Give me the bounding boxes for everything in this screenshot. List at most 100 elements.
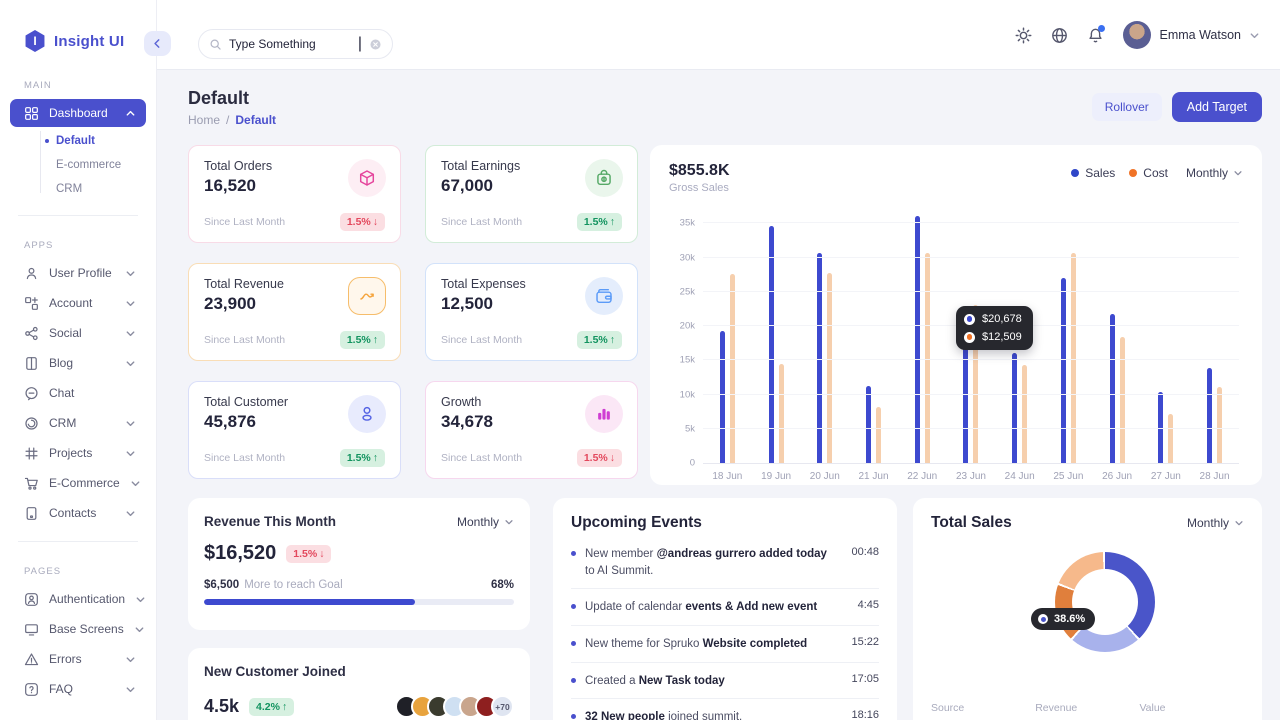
new-customer-value: 4.5k <box>204 696 240 716</box>
bar-group-24-jun <box>1012 214 1028 463</box>
upcoming-events-title: Upcoming Events <box>571 514 702 531</box>
cost-bar[interactable] <box>1217 387 1223 463</box>
event-text: New member @andreas gurrero added today … <box>585 548 827 577</box>
event-time: 17:05 <box>851 672 879 685</box>
chart-period-select[interactable]: Monthly <box>1186 166 1243 180</box>
revenue-period-value: Monthly <box>456 514 499 529</box>
sales-bar[interactable] <box>719 331 725 463</box>
customer-avatars: +70 <box>395 695 514 718</box>
sidebar-item-authentication[interactable]: Authentication <box>10 585 146 613</box>
x-axis-label: 24 Jun <box>1004 471 1035 482</box>
total-sales-columns: Source Revenue Value <box>931 702 1244 714</box>
sidebar-item-account[interactable]: Account <box>10 289 146 317</box>
cost-bar[interactable] <box>1168 414 1174 463</box>
gridline <box>703 222 1239 224</box>
sales-bar[interactable] <box>768 226 774 463</box>
stat-title: Total Orders <box>204 159 273 173</box>
sales-bar[interactable] <box>1158 392 1164 463</box>
legend-cost[interactable]: Cost <box>1129 166 1168 180</box>
column-source: Source <box>931 702 965 714</box>
stat-value: 67,000 <box>441 176 493 195</box>
sidebar-section-label: PAGES <box>24 566 62 577</box>
chevron-down-icon <box>125 328 136 339</box>
stat-title: Total Revenue <box>204 277 284 291</box>
event-item: New member @andreas gurrero added today … <box>571 536 879 590</box>
sidebar-item-user-profile[interactable]: User Profile <box>10 259 146 287</box>
chart-header: $855.8K Gross Sales Sales Cost Monthly <box>669 162 1243 194</box>
sidebar-item-label: Dashboard <box>49 106 108 120</box>
cost-bar[interactable] <box>778 364 784 463</box>
sidebar-item-projects[interactable]: Projects <box>10 439 146 467</box>
sales-bar[interactable] <box>1012 353 1018 463</box>
sidebar-item-contacts[interactable]: Contacts <box>10 499 146 527</box>
cost-bar[interactable] <box>1119 337 1125 463</box>
stat-card-total-expenses: Total Expenses 12,500 Since Last Month 1.5%… <box>425 263 638 361</box>
sidebar-submenu: Default E-commerce CRM <box>0 129 156 201</box>
cost-bar[interactable] <box>1070 253 1076 463</box>
theme-toggle-button[interactable] <box>1015 27 1032 44</box>
search-value: Type Something <box>229 37 316 51</box>
sales-bar[interactable] <box>1060 278 1066 463</box>
sidebar-item-label: User Profile <box>49 266 112 280</box>
breadcrumb-separator: / <box>226 113 230 127</box>
event-item: Created a New Task today 17:05 <box>571 663 879 700</box>
stat-footer: Since Last Month 1.5% ↑ <box>204 449 385 467</box>
sidebar-item-errors[interactable]: Errors <box>10 645 146 673</box>
sidebar-item-blog[interactable]: Blog <box>10 349 146 377</box>
notifications-button[interactable] <box>1087 24 1106 44</box>
cost-bar[interactable] <box>924 253 930 463</box>
event-text: 32 New people joined summit. <box>585 711 743 720</box>
sidebar-subitem-crm[interactable]: CRM <box>0 177 156 201</box>
gridline <box>703 256 1239 258</box>
revenue-period-select[interactable]: Monthly <box>457 515 514 529</box>
sidebar-item-chat[interactable]: Chat <box>10 379 146 407</box>
sales-bar[interactable] <box>817 253 823 463</box>
search-input[interactable]: Type Something | <box>198 29 393 59</box>
rollover-button[interactable]: Rollover <box>1091 93 1162 121</box>
total-sales-period-select[interactable]: Monthly <box>1187 516 1244 530</box>
sidebar-item-e-commerce[interactable]: E-Commerce <box>10 469 146 497</box>
event-time: 15:22 <box>851 636 879 649</box>
y-axis-tick: 15k <box>679 354 695 366</box>
cost-bar[interactable] <box>827 273 833 463</box>
sales-bar[interactable] <box>1109 314 1115 463</box>
sidebar-item-social[interactable]: Social <box>10 319 146 347</box>
add-target-button[interactable]: Add Target <box>1171 92 1262 122</box>
stat-delta-badge: 1.5% ↑ <box>339 331 385 349</box>
x-axis-label: 27 Jun <box>1150 471 1181 482</box>
avatars-more-badge[interactable]: +70 <box>491 695 514 718</box>
language-button[interactable] <box>1051 27 1068 44</box>
bar-group-26-jun <box>1109 214 1125 463</box>
sales-bar[interactable] <box>914 216 920 463</box>
sidebar-item-faq[interactable]: FAQ <box>10 675 146 703</box>
y-axis-tick: 25k <box>679 286 695 298</box>
cost-bar[interactable] <box>973 305 979 463</box>
sidebar-item-dashboard[interactable]: Dashboard <box>10 99 146 127</box>
donut-ring[interactable] <box>1055 552 1155 652</box>
sidebar-subitem-default[interactable]: Default <box>0 129 156 153</box>
brand-name: Insight UI <box>54 32 125 50</box>
event-item: Update of calendar events & Add new even… <box>571 589 879 627</box>
sidebar-item-base-screens[interactable]: Base Screens <box>10 615 146 643</box>
sidebar-subitem-e-commerce[interactable]: E-commerce <box>0 153 156 177</box>
cost-bar[interactable] <box>1022 365 1028 463</box>
event-text: Created a New Task today <box>585 674 725 687</box>
x-axis-label: 19 Jun <box>761 471 792 482</box>
chevron-down-icon <box>1233 168 1243 178</box>
chevron-down-icon <box>134 624 145 635</box>
sidebar-item-crm[interactable]: CRM <box>10 409 146 437</box>
user-menu[interactable]: Emma Watson <box>1123 21 1260 49</box>
cost-bar[interactable] <box>876 407 882 463</box>
sales-bar[interactable] <box>866 386 872 463</box>
x-axis-label: 20 Jun <box>809 471 840 482</box>
legend-sales[interactable]: Sales <box>1071 166 1115 180</box>
sales-bar[interactable] <box>963 342 969 463</box>
sidebar-collapse-button[interactable] <box>144 31 171 56</box>
cost-bar[interactable] <box>729 274 735 463</box>
sales-bar[interactable] <box>1207 368 1213 463</box>
brand-logo[interactable]: I Insight UI <box>0 0 156 52</box>
bullet-icon <box>571 714 576 720</box>
search-clear-icon[interactable] <box>369 38 382 51</box>
breadcrumb-home[interactable]: Home <box>188 113 221 127</box>
